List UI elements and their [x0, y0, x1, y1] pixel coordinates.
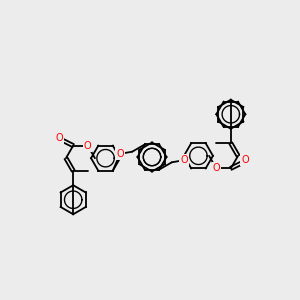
- Text: O: O: [55, 133, 63, 142]
- Text: O: O: [180, 155, 188, 165]
- Text: O: O: [116, 149, 124, 159]
- Text: O: O: [84, 141, 92, 151]
- Text: O: O: [212, 164, 220, 173]
- Text: O: O: [241, 155, 249, 165]
